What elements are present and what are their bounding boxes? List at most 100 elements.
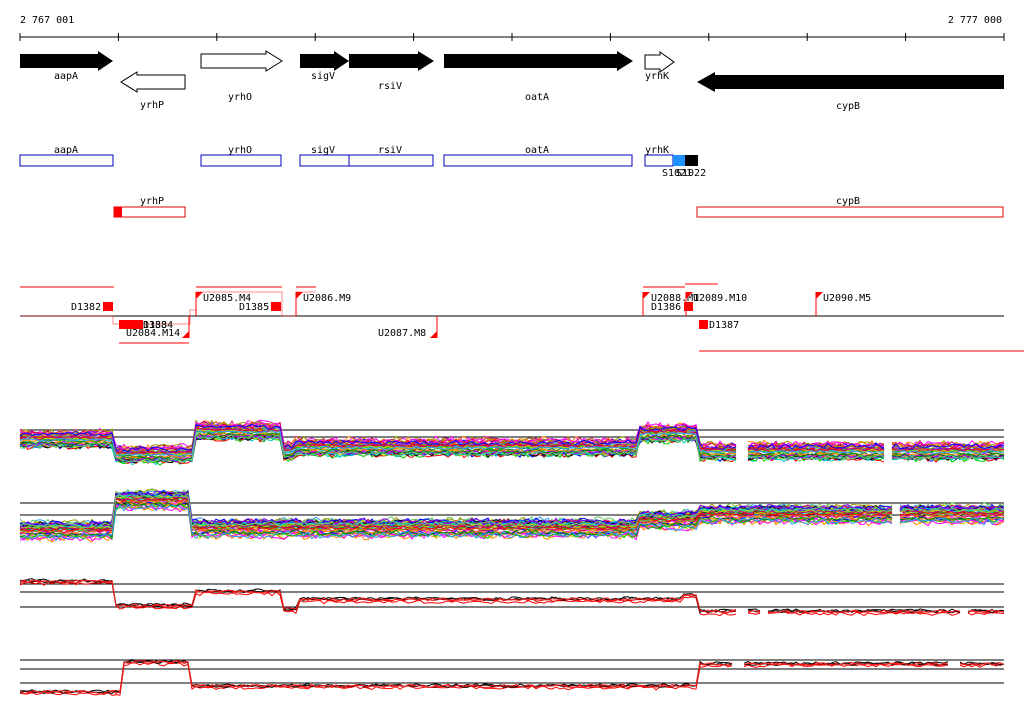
expression-trace: [19, 427, 737, 455]
feature-U2090.M5[interactable]: U2090.M5: [815, 292, 871, 316]
gene-label: cypB: [836, 101, 860, 112]
expression-trace: [959, 662, 1005, 666]
ruler-ticks: [19, 33, 1005, 41]
expression-trace: [19, 430, 737, 457]
reverse-annotation-track: yrhP cypB: [113, 196, 1004, 218]
expression-trace: [891, 450, 1005, 454]
fwd-box-aapA[interactable]: aapA: [19, 145, 114, 167]
fwd-box-yrhK[interactable]: yrhK: [644, 145, 674, 167]
expression-trace: [899, 509, 1005, 515]
feature-D1386[interactable]: D1386: [651, 302, 693, 313]
feature-label: U2088.M1: [651, 293, 699, 304]
feature-track: D1382 U2085.M4 D1385 U2086.M9 U2088.M1 U…: [20, 283, 1024, 352]
expression-trace: [899, 507, 1005, 514]
feature-U2088.M1[interactable]: U2088.M1: [642, 292, 699, 316]
gene-label: oatA: [525, 92, 549, 103]
feature-label: U2090.M5: [823, 293, 871, 304]
feature-label: U2086.M9: [303, 293, 351, 304]
expression-trace: [19, 660, 733, 695]
gene-cypB[interactable]: cypB: [697, 72, 1004, 112]
feature-label: U2089.M10: [693, 293, 747, 304]
expression-trace: [20, 433, 737, 464]
expression-trace: [747, 453, 885, 462]
feature-label: U2084.M14: [126, 328, 180, 339]
gene-yrhK[interactable]: yrhK: [644, 51, 675, 82]
expression-trace: [747, 451, 885, 456]
feature-label: D1386: [651, 302, 681, 313]
gene-label: sigV: [311, 71, 335, 82]
feature-U2085.M4[interactable]: U2085.M4: [195, 292, 251, 316]
box-label: aapA: [54, 145, 78, 156]
gene-oatA[interactable]: oatA: [444, 51, 633, 103]
start-coordinate: 2 767 001: [20, 15, 74, 26]
gene-yrhO[interactable]: yrhO: [200, 50, 283, 103]
expression-trace: [899, 502, 1005, 511]
feature-label: D1387: [709, 320, 739, 331]
expression-trace: [19, 432, 737, 461]
fwd-box-yrhO[interactable]: yrhO: [200, 145, 282, 167]
end-coordinate: 2 777 000: [948, 15, 1002, 26]
feature-D1384[interactable]: D1384: [130, 320, 173, 331]
expression-trace: [747, 449, 885, 454]
coordinate-ruler: 2 767 001 2 777 000: [19, 15, 1005, 41]
expression-trace: [747, 442, 885, 452]
fwd-box-rsiV[interactable]: rsiV: [348, 145, 434, 167]
fwd-box-oatA[interactable]: oatA: [443, 145, 633, 167]
feature-label: D1383: [137, 320, 167, 331]
box-label: cypB: [836, 196, 860, 207]
feature-U2084.M14[interactable]: U2084.M14: [126, 316, 190, 339]
expression-trace: [19, 580, 737, 614]
rev-box-yrhP[interactable]: yrhP: [113, 196, 186, 218]
expression-panel-forward-summary: [19, 578, 1005, 617]
segment-label-S1022: S1022: [676, 168, 706, 179]
feature-label: U2087.M8: [378, 328, 426, 339]
expression-trace: [19, 660, 733, 695]
feature-U2089.M10[interactable]: U2089.M10: [685, 292, 747, 316]
expression-trace: [19, 420, 737, 453]
expression-trace: [899, 516, 1005, 526]
forward-annotation-track: aapA yrhO sigV rsiV oatA yrhK S1021 S102…: [19, 145, 706, 179]
expression-trace: [743, 662, 949, 667]
box-label: sigV: [311, 145, 335, 156]
feature-U2086.M9[interactable]: U2086.M9: [295, 292, 351, 316]
feature-D1382[interactable]: D1382: [71, 302, 113, 313]
expression-trace: [891, 454, 1005, 461]
fwd-box-sigV[interactable]: sigV: [299, 145, 350, 167]
expression-trace: [747, 608, 761, 613]
rev-box-cypB[interactable]: cypB: [696, 196, 1004, 218]
expression-panel-reverse-summary: [19, 659, 1005, 696]
expression-trace: [19, 501, 893, 538]
expression-trace: [19, 661, 733, 696]
expression-trace: [19, 430, 737, 459]
expression-trace: [747, 612, 761, 615]
expression-trace: [891, 447, 1005, 453]
gene-aapA[interactable]: aapA: [20, 51, 113, 82]
gene-label: yrhO: [228, 92, 252, 103]
expression-trace: [899, 504, 1005, 513]
box-label: oatA: [525, 145, 549, 156]
feature-label: D1385: [239, 302, 269, 313]
gene-yrhP[interactable]: yrhP: [120, 71, 186, 111]
expression-trace: [19, 497, 893, 532]
gene-label: aapA: [54, 71, 78, 82]
gene-rsiV[interactable]: rsiV: [349, 51, 434, 92]
expression-trace: [19, 495, 893, 531]
segment-S1022[interactable]: [685, 155, 698, 166]
segment-S1021[interactable]: [673, 155, 685, 166]
expression-trace: [747, 610, 761, 614]
feature-D1383[interactable]: D1383: [119, 320, 167, 331]
gene-sigV[interactable]: sigV: [300, 51, 349, 82]
expression-trace: [747, 447, 885, 453]
feature-D1387[interactable]: D1387: [699, 320, 739, 331]
expression-trace: [19, 423, 737, 454]
expression-trace: [19, 503, 893, 542]
expression-trace: [19, 492, 893, 529]
expression-trace: [891, 448, 1005, 454]
feature-U2087.M8[interactable]: U2087.M8: [378, 316, 438, 339]
expression-trace: [891, 454, 1005, 462]
expression-trace: [747, 448, 885, 454]
feature-D1385[interactable]: D1385: [239, 302, 281, 313]
expression-trace: [19, 659, 733, 693]
gene-label: rsiV: [378, 81, 402, 92]
